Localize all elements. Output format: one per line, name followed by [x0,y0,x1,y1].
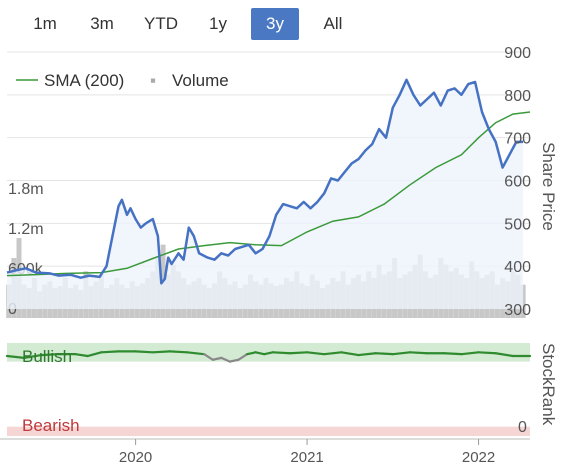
stockrank-segment [323,351,343,356]
stockrank-segment [374,352,394,356]
stockrank-segment [40,353,60,357]
stockrank-segment [203,353,214,361]
stockrank-segment [443,352,463,356]
stockrank-segment [5,354,26,359]
price-tick-label: 900 [504,45,531,62]
stockrank-segment [237,353,249,361]
stockrank-segment [357,352,377,357]
stockrank-segment [460,351,480,356]
range-tab-ytd[interactable]: YTD [144,14,178,33]
stockrank-segment [168,350,189,354]
bullish-label: Bullish [22,347,72,366]
stockrank-segment [151,350,172,354]
year-tick-label: 2022 [462,449,495,466]
bearish-label: Bearish [22,416,80,435]
volume-tick-label: 1.2m [8,221,44,238]
stockrank-zero-label: 0 [518,419,527,436]
stockrank-segment [254,351,266,356]
stockrank-segment [494,352,514,358]
stockrank-segment [305,351,326,356]
sma-line [6,111,531,277]
legend-volume-label: Volume [172,71,229,90]
range-tab-3m[interactable]: 3m [90,14,114,33]
stockrank-segment [228,358,240,363]
price-tick-label: 400 [504,259,531,276]
price-tick-label: 300 [504,302,531,319]
price-tick-label: 800 [504,88,531,105]
stockrank-segment [263,351,274,356]
legend-volume-marker: ▪ [150,71,156,90]
plot-layer: 0600k1.2m1.8m300400500600700800900202020… [0,45,532,466]
stockrank-segment [245,351,257,356]
volume-tick-label: 1.8m [8,181,44,198]
stockrank-segment [100,350,120,354]
range-tab-1m[interactable]: 1m [33,14,57,33]
range-tab-3y[interactable]: 3y [251,8,299,40]
price-tick-label: 700 [504,131,531,148]
volume-tick-label: 0 [8,301,17,318]
chart-legend: SMA (200) ▪ Volume [16,71,229,90]
stockrank-segment [134,350,154,354]
range-tab-all[interactable]: All [323,14,343,33]
stockrank-segment [408,351,429,355]
stockrank-segment [185,351,206,356]
price-area [7,79,524,309]
stockrank-segment [220,356,232,363]
price-line [6,78,524,285]
stockrank-segment [86,351,103,358]
price-tick-label: 500 [504,216,531,233]
stockrank-segment [271,351,292,355]
stockrank-segment [23,353,43,359]
range-tab-1y[interactable]: 1y [209,14,227,33]
year-tick-label: 2021 [290,449,323,466]
stockrank-segment [288,351,309,355]
legend-sma-label: SMA (200) [44,71,124,90]
bearish-band [7,426,530,436]
stockrank-segment [74,353,89,358]
stockrank-segment [477,351,497,355]
volume-bar [520,284,526,318]
price-axis-title: Share Price [539,142,558,231]
stockrank-axis-title: StockRank [539,343,558,426]
stockrank-segment [391,351,412,356]
stockrank-segment [340,351,360,357]
range-selector: 1m 3m YTD 1y 3y All [0,8,380,40]
stockrank-segment [211,356,223,361]
price-tick-label: 600 [504,174,531,191]
year-tick-label: 2020 [119,449,152,466]
